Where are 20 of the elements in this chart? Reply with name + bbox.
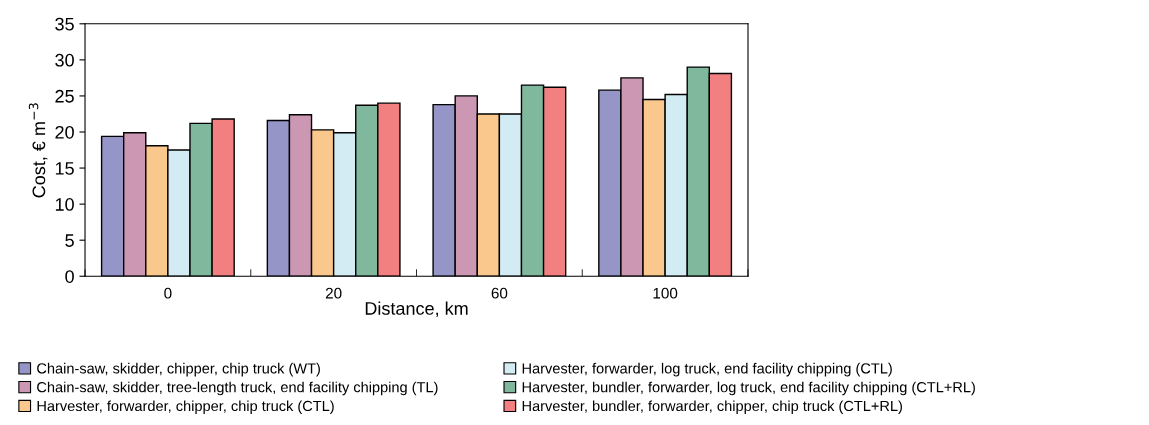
y-tick-label: 10 bbox=[55, 198, 74, 211]
y-tick-label: 20 bbox=[55, 125, 74, 139]
legend-label: Chain-saw, skidder, chipper, chip truck (WT) bbox=[37, 362, 320, 377]
x-tick-label: 20 bbox=[325, 287, 342, 299]
legend-label: Harvester, bundler, forwarder, log truck, end facility chipping (CTL+RL) bbox=[522, 381, 975, 396]
x-axis-title: Distance, km bbox=[365, 301, 468, 317]
legend-label: Harvester, forwarder, chipper, chip truck (CTL) bbox=[37, 400, 334, 414]
y-tick-label: 0 bbox=[65, 270, 74, 283]
y-tick-label: 25 bbox=[55, 89, 74, 103]
x-tick-label: 0 bbox=[164, 287, 172, 299]
x-tick-label: 60 bbox=[491, 287, 508, 299]
y-axis-title: Cost, € m$^{−3}$ bbox=[28, 103, 48, 198]
x-tick-label: 100 bbox=[653, 287, 678, 299]
y-tick-label: 35 bbox=[55, 17, 74, 31]
y-tick-label: 5 bbox=[65, 234, 74, 247]
legend-label: Harvester, bundler, forwarder, chipper, chip truck (CTL+RL) bbox=[522, 400, 902, 414]
legend-label: Harvester, forwarder, log truck, end facility chipping (CTL) bbox=[522, 362, 892, 377]
y-tick-label: 30 bbox=[55, 53, 74, 67]
legend-label: Chain-saw, skidder, tree-length truck, end facility chipping (TL) bbox=[37, 381, 438, 396]
y-tick-label: 15 bbox=[55, 162, 74, 175]
